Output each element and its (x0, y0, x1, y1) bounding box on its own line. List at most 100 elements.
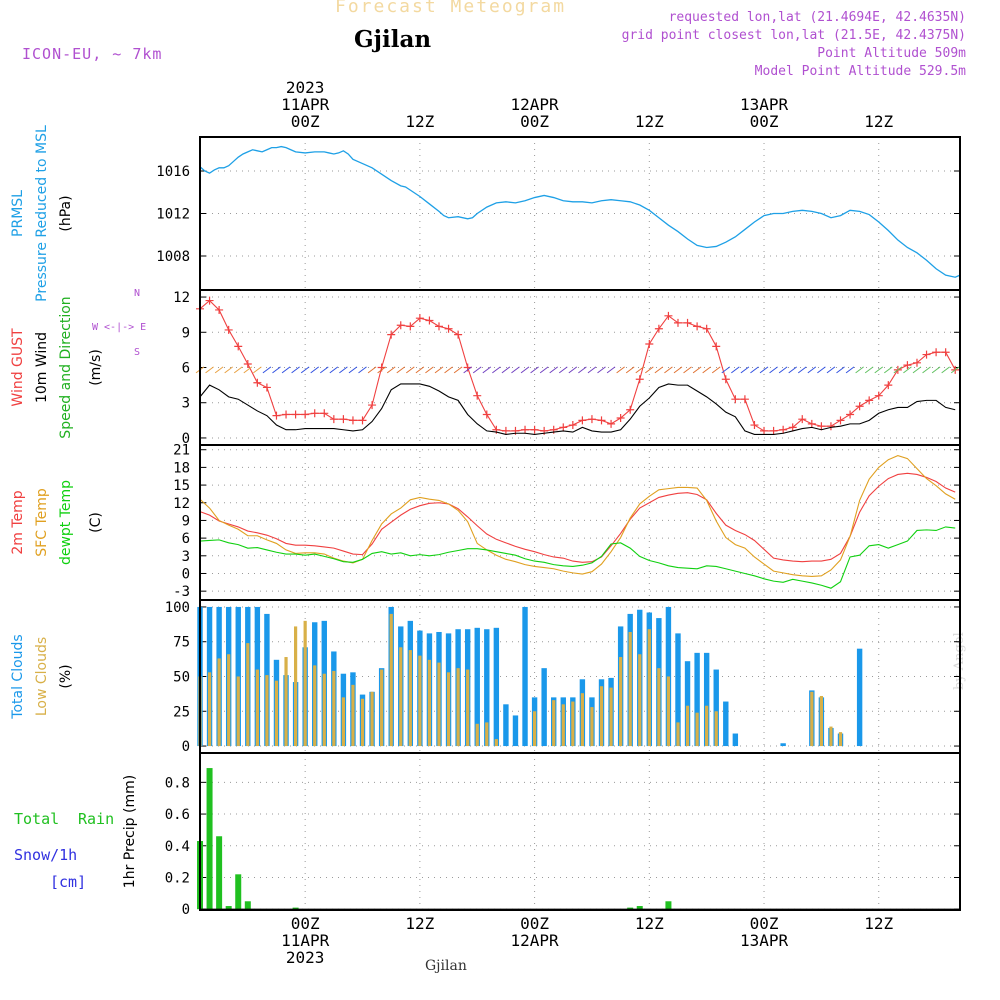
wind-arrow (788, 366, 798, 374)
wind-arrow (549, 366, 559, 374)
bottom-time-label: 11APR (281, 931, 330, 950)
panel-frame (199, 752, 961, 911)
low-cloud-bar (255, 669, 259, 747)
gust-marker (559, 423, 568, 432)
bottom-time-label: 2023 (286, 948, 325, 967)
gust-marker (205, 296, 214, 305)
wind-arrow (673, 366, 683, 374)
gust-marker (224, 325, 233, 334)
panel-label: (%) (58, 664, 74, 688)
panel-label: Pressure Reduced to MSL (34, 125, 50, 302)
chart-title: Forecast Meteogram (335, 0, 567, 17)
panel-label: Rain (78, 810, 114, 828)
gust-marker (348, 416, 357, 425)
gust-marker (941, 348, 950, 357)
gust-marker (912, 358, 921, 367)
panel-label: (hPa) (58, 195, 74, 231)
total-cloud-bar (493, 627, 500, 747)
wind-arrow (625, 366, 635, 374)
low-cloud-bar (695, 712, 699, 747)
compass-n: N (134, 288, 140, 299)
y-tick-label: 1008 (156, 249, 190, 265)
low-cloud-bar (399, 647, 403, 747)
low-cloud-bar (676, 722, 680, 747)
wind-arrow (568, 366, 578, 374)
gridpoint-coordinates: grid point closest lon,lat (21.5E, 42.43… (621, 28, 966, 43)
wind-arrow (903, 366, 912, 374)
rain-bar (292, 907, 299, 910)
low-cloud-bar (446, 672, 451, 747)
y-tick-label: 25 (173, 704, 190, 720)
low-cloud-bar (475, 723, 479, 747)
wind-arrow (511, 366, 520, 374)
wind-arrow (396, 366, 406, 374)
low-cloud-bar (408, 650, 412, 747)
gust-marker (779, 425, 788, 434)
total-cloud-bar (484, 629, 490, 747)
total-cloud-bar (675, 633, 681, 747)
wind-arrow (358, 366, 367, 374)
gust-marker (788, 423, 797, 432)
wind-arrow (520, 366, 530, 374)
footer-location: Gjilan (425, 958, 467, 974)
gust-marker (291, 410, 300, 419)
top-time-label: 12Z (635, 112, 664, 131)
top-time-label: 00Z (520, 112, 549, 131)
gust-marker (750, 421, 759, 430)
y-tick-label: 21 (173, 443, 190, 459)
wind-arrow (291, 366, 300, 374)
low-cloud-bar (389, 613, 393, 747)
wind-arrow (472, 366, 482, 374)
low-cloud-bar (494, 739, 498, 747)
low-cloud-bar (647, 629, 651, 747)
location-title: Gjilan (354, 26, 432, 53)
gust-marker (807, 419, 816, 428)
y-tick-label: 3 (182, 396, 190, 412)
low-cloud-bar (838, 732, 843, 747)
bottom-time-label: 12Z (864, 914, 893, 933)
low-cloud-bar (217, 658, 221, 747)
gust-marker (444, 324, 453, 333)
wind-arrow (224, 366, 233, 374)
gust-marker (234, 342, 243, 351)
low-cloud-bar (810, 691, 814, 747)
top-time-label: 12APR (511, 95, 560, 114)
gust-marker (769, 426, 778, 435)
low-cloud-bar (274, 680, 279, 747)
low-cloud-bar (628, 631, 632, 747)
y-tick-label: 0.6 (165, 807, 190, 823)
low-cloud-bar (370, 691, 374, 747)
gust-marker (846, 410, 855, 419)
panel-pressure (199, 136, 961, 291)
gust-marker (836, 416, 845, 425)
panel-wind (195, 289, 961, 446)
low-cloud-bar (341, 697, 345, 747)
gust-marker (282, 410, 291, 419)
top-time-label: 12Z (405, 112, 434, 131)
wind-arrow (826, 366, 836, 374)
gust-marker (358, 416, 367, 425)
series-line (199, 383, 956, 435)
panel-label: PRMSL (10, 190, 26, 237)
y-tick-label: 50 (173, 670, 190, 686)
gust-marker (262, 383, 271, 392)
rain-bar (665, 901, 672, 910)
gust-marker (798, 415, 807, 424)
gust-marker (817, 422, 826, 431)
wind-arrow (702, 366, 711, 374)
wind-arrow (415, 366, 425, 374)
wind-arrow (740, 366, 750, 374)
y-tick-label: 6 (182, 361, 190, 377)
y-tick-label: 3 (182, 549, 190, 565)
low-cloud-bar (313, 665, 317, 747)
bottom-time-label: 13APR (740, 931, 789, 950)
gust-marker (721, 375, 730, 384)
wind-arrow (807, 366, 817, 374)
gust-marker (731, 395, 740, 404)
series-line (199, 526, 956, 589)
panel-frame (199, 444, 961, 601)
bottom-time-label: 00Z (291, 914, 320, 933)
panel-label: Snow/1h (14, 846, 77, 864)
gust-marker (434, 322, 443, 331)
